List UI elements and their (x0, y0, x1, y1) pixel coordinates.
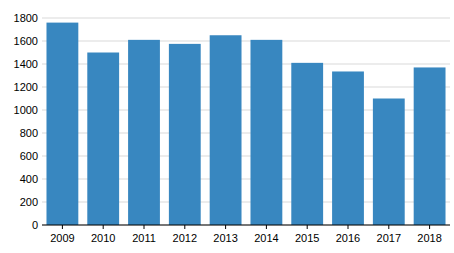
x-tick-label: 2018 (417, 232, 441, 244)
x-tick (103, 225, 104, 229)
bar (210, 35, 242, 225)
y-tick-label: 800 (20, 127, 38, 139)
bar (291, 63, 323, 225)
bar (250, 40, 282, 225)
x-tick-label: 2015 (295, 232, 319, 244)
x-tick-label: 2009 (50, 232, 74, 244)
x-tick (184, 225, 185, 229)
x-tick (144, 225, 145, 229)
x-tick (348, 225, 349, 229)
bar (414, 67, 446, 225)
bar (332, 71, 364, 225)
x-tick (388, 225, 389, 229)
x-tick-label: 2011 (132, 232, 156, 244)
y-tick-label: 0 (32, 219, 38, 231)
x-tick (429, 225, 430, 229)
bar (87, 53, 119, 226)
y-tick-label: 1800 (14, 12, 38, 24)
x-tick (307, 225, 308, 229)
y-tick-label: 1400 (14, 58, 38, 70)
x-tick-label: 2017 (377, 232, 401, 244)
grid-line (42, 41, 450, 42)
x-tick (62, 225, 63, 229)
y-tick-label: 1200 (14, 81, 38, 93)
y-tick-label: 200 (20, 196, 38, 208)
bar (169, 44, 201, 225)
y-tick-label: 400 (20, 173, 38, 185)
y-tick-label: 1000 (14, 104, 38, 116)
y-tick-label: 1600 (14, 35, 38, 47)
y-tick-label: 600 (20, 150, 38, 162)
bars (46, 23, 445, 225)
x-tick (266, 225, 267, 229)
x-tick (225, 225, 226, 229)
bar (373, 99, 405, 226)
x-tick-label: 2016 (336, 232, 360, 244)
x-tick-label: 2010 (91, 232, 115, 244)
x-tick-label: 2013 (213, 232, 237, 244)
grid-line (42, 18, 450, 19)
bar (128, 40, 160, 225)
chart-svg: 0 200 400 600 800 1000 1200 1400 1600 1800 2009 201… (0, 0, 454, 253)
bar (46, 23, 78, 225)
x-tick-label: 2012 (173, 232, 197, 244)
chart-container: 0 200 400 600 800 1000 1200 1400 1600 1800 2009 201… (0, 0, 454, 253)
x-tick-label: 2014 (254, 232, 278, 244)
